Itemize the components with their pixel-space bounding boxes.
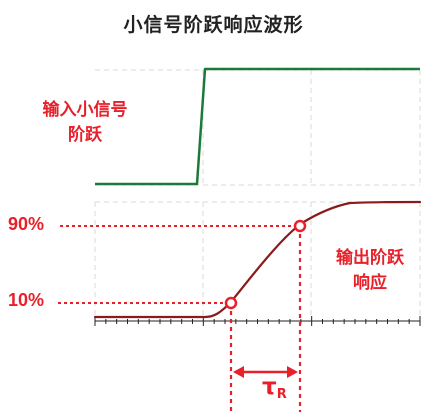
level-90-label: 90% [8, 214, 45, 234]
output-step-label-line2: 响应 [353, 273, 387, 293]
level-10-label: 10% [8, 290, 45, 310]
input-step-label: 输入小信号 阶跃 [30, 98, 140, 148]
rise-time-arrowhead-left [233, 366, 244, 378]
crossing-90-marker [293, 219, 307, 233]
rise-time-label: τR [262, 374, 287, 402]
rise-time-subscript: R [276, 387, 287, 402]
rise-time-arrowhead-right [287, 366, 298, 378]
rise-time-arrow [233, 366, 298, 378]
input-panel-grid [95, 69, 421, 186]
output-step-label: 输出阶跃 响应 [325, 246, 415, 296]
input-step-trace [95, 67, 420, 186]
output-response-trace [93, 200, 422, 319]
input-step-label-line2: 阶跃 [68, 125, 102, 145]
output-time-axis [94, 316, 421, 326]
rise-time-symbol: τ [262, 374, 277, 400]
diagram-title: 小信号阶跃响应波形 [123, 14, 304, 36]
input-step-label-line1: 输入小信号 [42, 100, 128, 120]
output-step-label-line1: 输出阶跃 [336, 248, 404, 268]
crossing-10-marker [224, 296, 238, 310]
output-axis-minor-ticks [105, 319, 410, 324]
